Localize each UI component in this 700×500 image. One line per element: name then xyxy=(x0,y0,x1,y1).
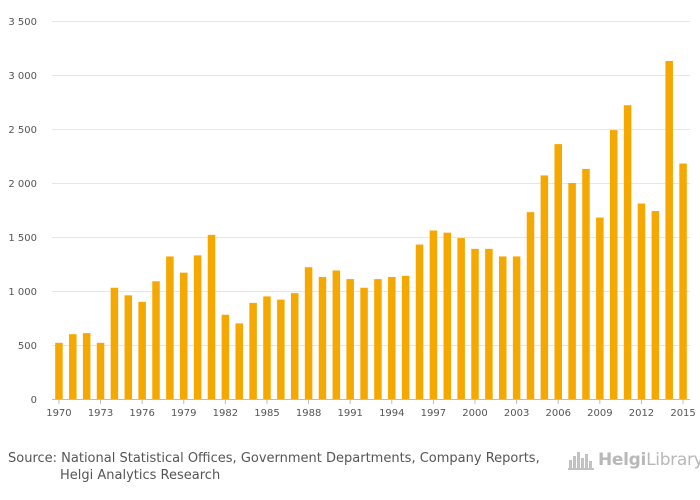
bar-2006 xyxy=(554,144,562,399)
bar-2008 xyxy=(582,168,590,399)
bar-1988 xyxy=(304,267,313,399)
x-tick-label: 1970 xyxy=(46,408,71,419)
x-tick-label: 2006 xyxy=(546,408,571,419)
bar-2011 xyxy=(623,105,632,400)
bar-1984 xyxy=(249,302,257,399)
bar-1974 xyxy=(110,287,119,399)
grid-lines xyxy=(52,21,690,346)
bar-2010 xyxy=(609,130,618,399)
x-tick-label: 2015 xyxy=(670,408,695,419)
x-axis-ticks: 1970 1973 1976 1979 1982 1985 1988 1991 1994 1997… xyxy=(46,399,696,419)
y-tick-label: 1 000 xyxy=(8,287,37,298)
x-tick-label: 1997 xyxy=(421,408,446,419)
bar-1994 xyxy=(388,276,396,399)
y-tick-label: 0 xyxy=(31,395,37,406)
y-tick-label: 2 000 xyxy=(8,179,37,190)
bar-1980 xyxy=(193,255,202,399)
bar-1991 xyxy=(346,279,354,399)
x-tick-label: 1976 xyxy=(129,408,154,419)
bar-2012 xyxy=(637,203,646,399)
bar-1996 xyxy=(415,244,424,399)
x-tick-label: 2003 xyxy=(504,408,529,419)
x-tick-label: 1979 xyxy=(171,408,196,419)
bar-1990 xyxy=(332,270,341,399)
y-tick-label: 500 xyxy=(18,341,37,352)
y-tick-label: 3 500 xyxy=(8,17,37,28)
bar-2001 xyxy=(485,248,493,399)
y-axis-ticks: 0 500 1 000 1 500 2 000 2 500 3 000 3 500 xyxy=(8,17,37,406)
source-note: Source: National Statistical Offices, Go… xyxy=(8,450,548,484)
brand-name-bold: Helgi xyxy=(598,450,647,470)
bar-1986 xyxy=(277,299,285,399)
bar-1997 xyxy=(429,230,438,399)
y-tick-label: 1 500 xyxy=(8,233,37,244)
bar-1985 xyxy=(263,296,271,399)
source-line-1: Source: National Statistical Offices, Go… xyxy=(8,451,540,466)
bar-2014 xyxy=(665,60,673,400)
bar-1981 xyxy=(207,234,216,399)
bar-1999 xyxy=(457,238,465,399)
x-tick-label: 1991 xyxy=(337,408,362,419)
x-tick-label: 1994 xyxy=(379,408,404,419)
x-tick-label: 2012 xyxy=(629,408,654,419)
bar-1998 xyxy=(443,232,452,399)
bar-1973 xyxy=(96,342,105,399)
bar-2009 xyxy=(596,217,604,399)
x-tick-label: 1988 xyxy=(296,408,321,419)
bar-2015 xyxy=(679,163,687,399)
x-tick-label: 2009 xyxy=(587,408,612,419)
y-tick-label: 2 500 xyxy=(8,125,37,136)
bar-2004 xyxy=(526,212,535,399)
city-skyline-icon xyxy=(568,452,594,470)
bar-2002 xyxy=(499,256,507,399)
bar-2007 xyxy=(568,183,576,399)
bar-1977 xyxy=(152,281,160,399)
brand-name-light: Library. xyxy=(646,450,700,470)
bar-1982 xyxy=(221,314,230,399)
y-tick-label: 3 000 xyxy=(8,71,37,82)
x-tick-label: 1982 xyxy=(213,408,238,419)
x-tick-label: 1973 xyxy=(88,408,113,419)
bar-1993 xyxy=(374,279,382,399)
source-line-2: Helgi Analytics Research xyxy=(60,468,221,483)
x-tick-label: 2000 xyxy=(462,408,487,419)
bar-2003 xyxy=(512,256,521,399)
bar-1979 xyxy=(180,272,188,399)
bar-1987 xyxy=(290,293,299,399)
bars xyxy=(55,60,687,400)
bar-1971 xyxy=(69,334,77,399)
bar-1992 xyxy=(360,287,368,399)
bar-1995 xyxy=(401,275,410,399)
bar-1975 xyxy=(124,295,133,399)
bar-1970 xyxy=(55,342,63,399)
bar-1989 xyxy=(318,276,327,399)
bar-1976 xyxy=(138,301,146,399)
bar-1978 xyxy=(166,256,174,399)
bar-2000 xyxy=(471,248,479,399)
bar-2013 xyxy=(651,211,660,399)
bar-1972 xyxy=(82,333,91,399)
bar-2005 xyxy=(540,175,549,399)
x-tick-label: 1985 xyxy=(254,408,279,419)
brand-name: HelgiLibrary. xyxy=(598,450,700,470)
bar-1983 xyxy=(235,323,243,399)
brand-logo: HelgiLibrary. xyxy=(568,448,700,472)
